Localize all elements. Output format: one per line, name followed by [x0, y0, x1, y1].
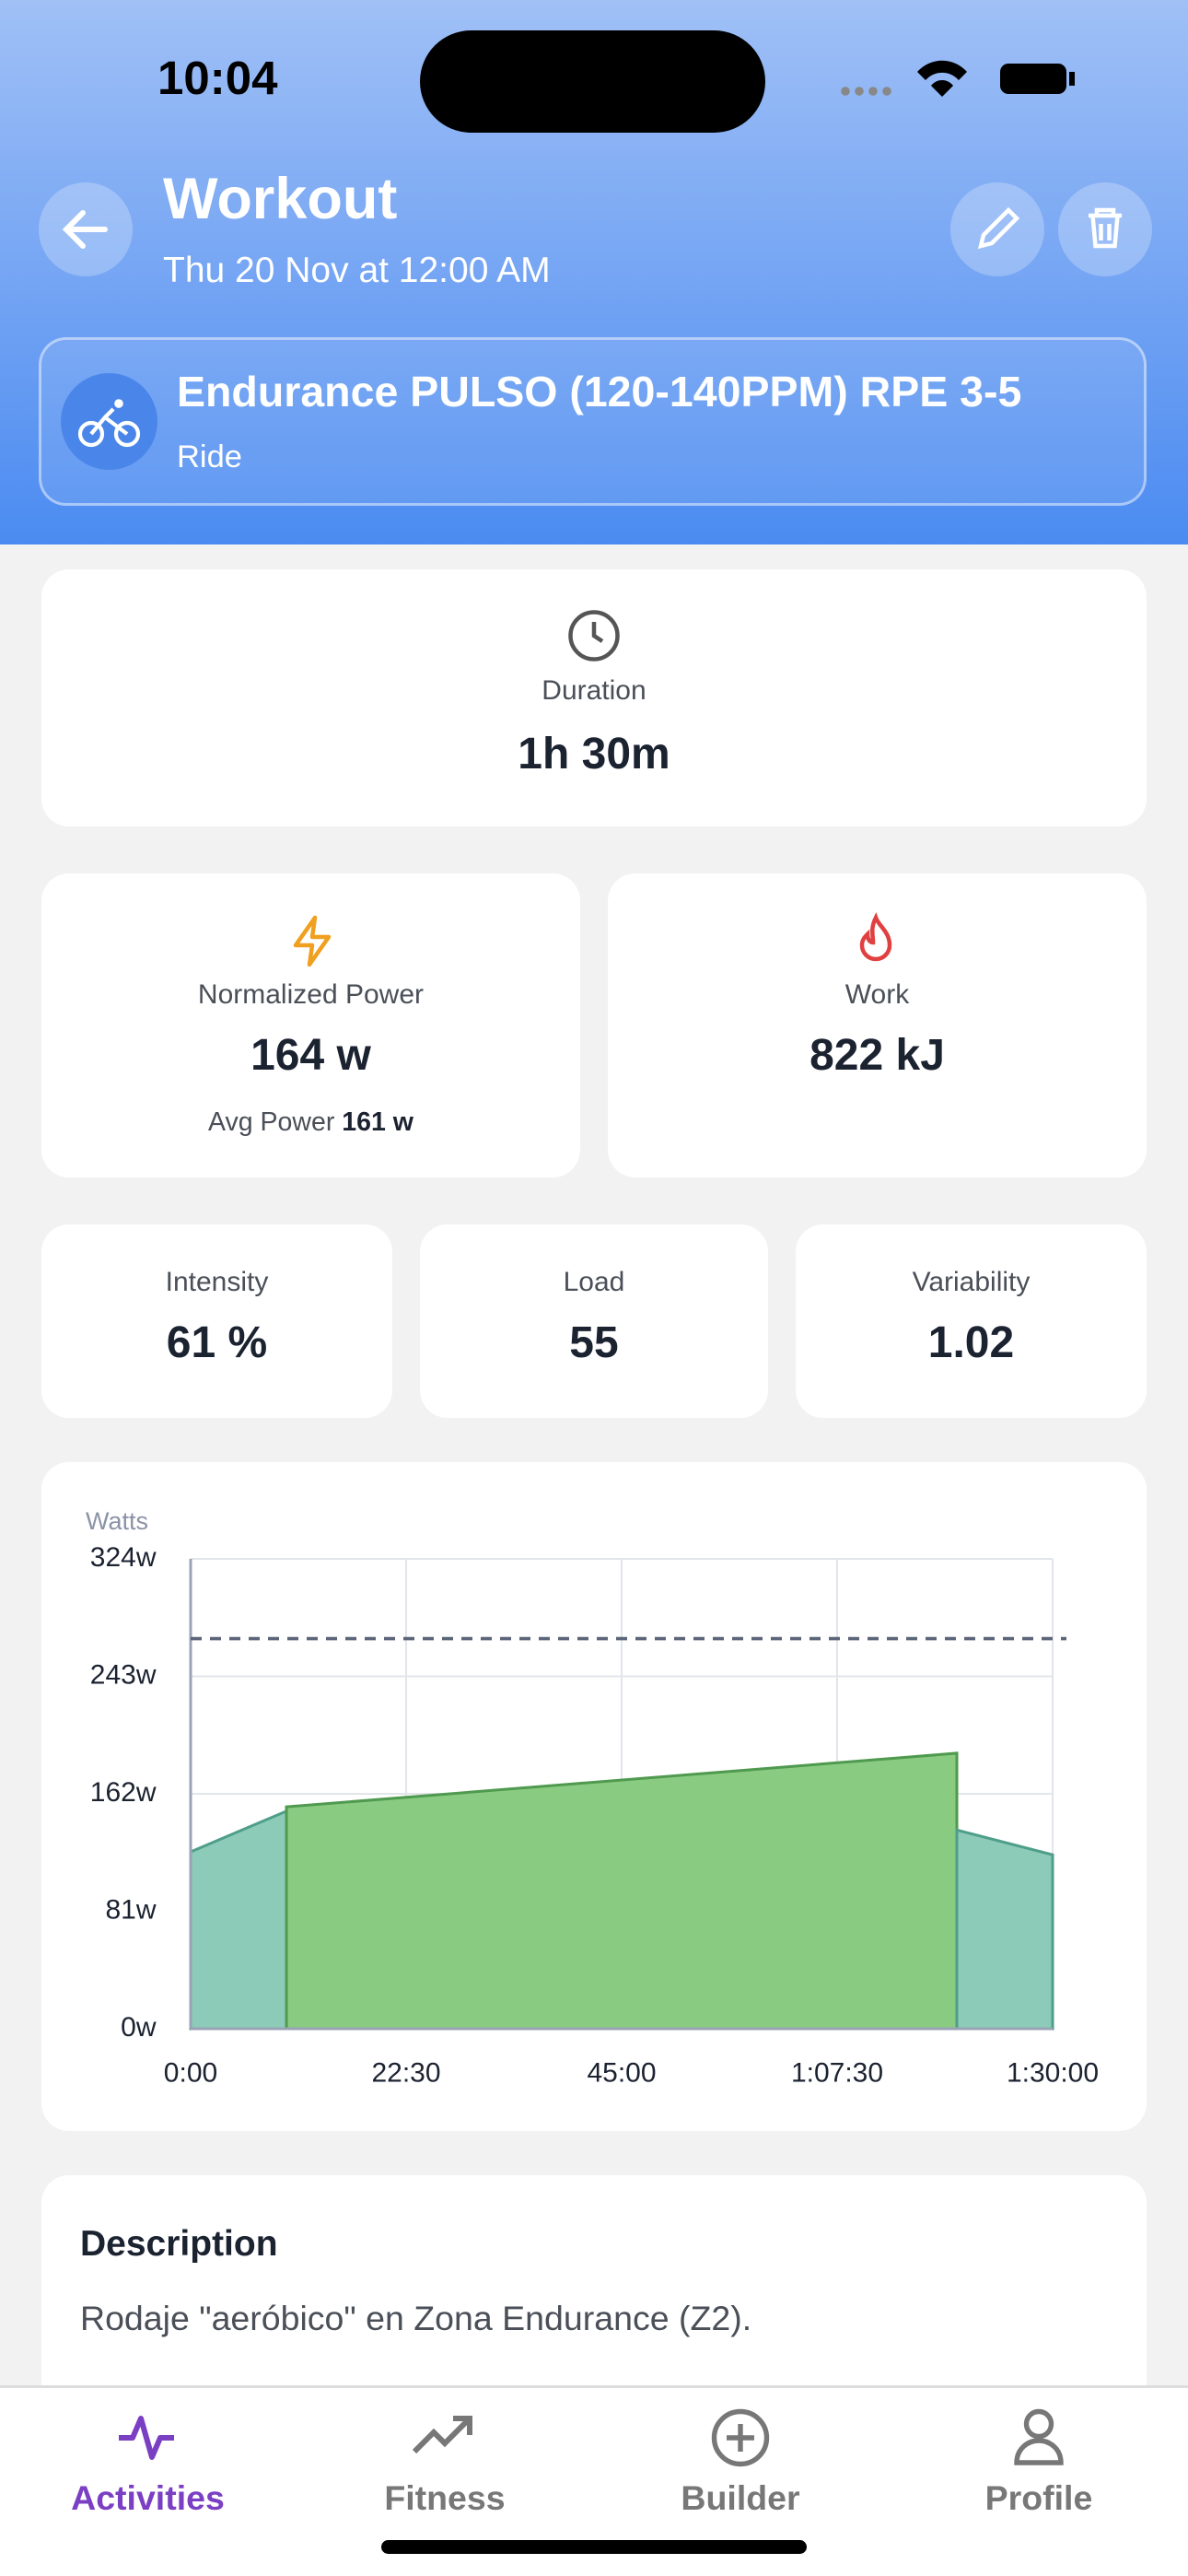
description-text: Rodaje "aeróbico" en Zona Endurance (Z2)… [80, 2300, 752, 2338]
np-value: 164 w [250, 1034, 371, 1081]
x-tick-label: 0:00 [164, 2057, 217, 2088]
y-tick-label: 0w [121, 2012, 157, 2043]
y-tick-label: 243w [90, 1659, 157, 1690]
work-label: Work [844, 981, 910, 1012]
power-icon [293, 915, 332, 967]
tab[interactable]: Fitness [384, 2479, 506, 2518]
dynamic-island [420, 30, 765, 133]
load-card [420, 1224, 768, 1418]
delete-button[interactable] [1058, 182, 1152, 276]
variability-card [796, 1224, 1147, 1418]
power-chart: Watts 0w 81w 162w 243w 324w 0:00 22:30 45:00 1:0… [41, 1462, 1147, 2131]
tab[interactable]: Builder [681, 2479, 800, 2518]
sport-icon [61, 373, 157, 470]
avg-power-value: 161 w [342, 1108, 413, 1139]
y-axis-label: Watts [86, 1507, 148, 1535]
intensity-value: 61 % [166, 1321, 268, 1368]
home-indicator [381, 2540, 807, 2554]
back-button[interactable] [39, 182, 133, 276]
y-tick-label: 324w [90, 1542, 157, 1573]
status-icons [841, 60, 1075, 97]
clock-icon [568, 610, 620, 662]
x-tick-label: 1:07:30 [791, 2057, 883, 2088]
duration-label: Duration [542, 677, 646, 708]
title: Workout [163, 169, 398, 232]
variability-label: Variability [912, 1269, 1031, 1299]
tab[interactable]: Activities [71, 2479, 225, 2518]
area [189, 1809, 288, 2031]
workout-card[interactable] [39, 337, 1147, 506]
load-label: Load [563, 1269, 625, 1299]
edit-button[interactable] [950, 182, 1044, 276]
x-tick-label: 22:30 [371, 2057, 440, 2088]
y-tick-label: 81w [105, 1894, 156, 1925]
load-value: 55 [569, 1321, 619, 1368]
intensity-card [41, 1224, 392, 1418]
work-value: 822 kJ [809, 1034, 945, 1081]
area [955, 1828, 1054, 2031]
workout-name: Endurance PULSO (120-140PPM) RPE 3-5 [177, 370, 1022, 417]
y-tick-label: 162w [90, 1777, 157, 1808]
work-icon [859, 912, 892, 962]
status-time: 10:04 [157, 53, 278, 105]
subtitle: Thu 20 Nov at 12:00 AM [163, 249, 551, 290]
avg-power-label: Avg Power [208, 1108, 335, 1139]
tab[interactable]: Profile [984, 2479, 1093, 2518]
intensity-label: Intensity [165, 1269, 269, 1299]
variability-value: 1.02 [927, 1321, 1015, 1368]
avg-power: Avg Power 161 w [41, 1108, 580, 1139]
duration-value: 1h 30m [518, 732, 670, 779]
x-tick-label: 45:00 [587, 2057, 656, 2088]
tab-icons [119, 2408, 1064, 2467]
description-title: Description [80, 2222, 278, 2264]
x-tick-label: 1:30:00 [1007, 2057, 1099, 2088]
np-label: Normalized Power [197, 981, 425, 1012]
workout-sport: Ride [177, 442, 242, 475]
